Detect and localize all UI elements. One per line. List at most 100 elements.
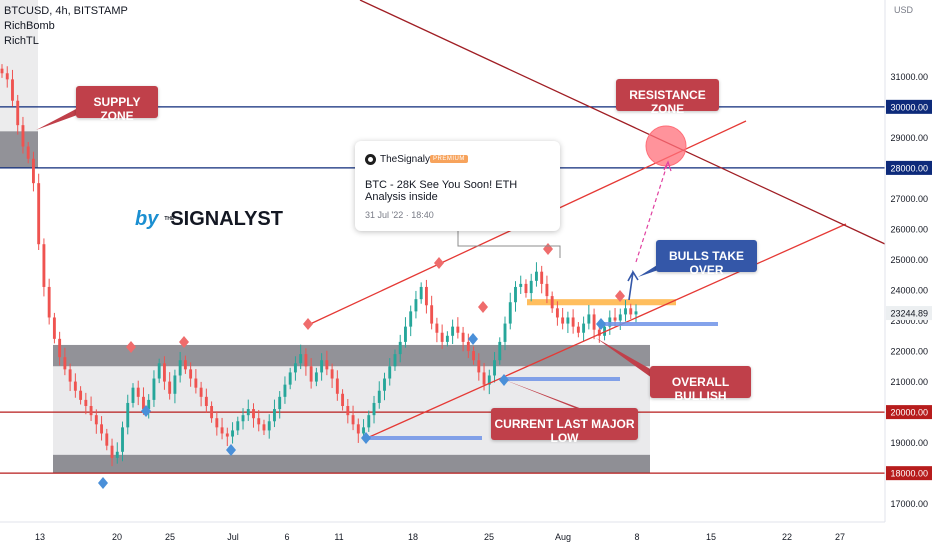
- zone-supply: [0, 131, 38, 168]
- candle-body: [115, 451, 119, 458]
- candle-body: [11, 79, 14, 101]
- candle-body: [404, 326, 407, 342]
- idea-date: 31 Jul '22 · 18:40: [365, 210, 434, 220]
- red-pivot-marker: [615, 290, 625, 302]
- candle-body: [356, 424, 360, 434]
- zone-orange: [527, 299, 676, 306]
- candle-body: [168, 381, 172, 394]
- candle-body: [519, 283, 523, 287]
- red-pivot-marker: [434, 257, 444, 269]
- candle-body: [624, 308, 627, 315]
- red-pivot-marker: [126, 341, 136, 353]
- red-pivot-marker: [303, 318, 313, 330]
- price-tick-label: 18000.00: [890, 469, 928, 479]
- candle-body: [252, 409, 255, 419]
- candle-body: [451, 326, 455, 336]
- candle-body: [482, 372, 486, 385]
- candle-body: [472, 351, 476, 361]
- candle-body: [325, 360, 329, 370]
- candle-body: [314, 372, 318, 382]
- price-level-tag: [886, 160, 932, 175]
- red-pivot-marker: [179, 336, 189, 348]
- candle-body: [566, 317, 570, 324]
- currency-label: USD: [894, 5, 914, 15]
- candle-body: [535, 271, 538, 281]
- candle-body: [136, 387, 140, 397]
- candle-body: [58, 338, 62, 358]
- time-tick-label: 13: [35, 532, 45, 542]
- blue-pivot-marker: [499, 374, 509, 386]
- logo-by: by: [135, 208, 159, 230]
- candle-body: [42, 244, 46, 287]
- last-price-label: 23244.89: [890, 309, 928, 319]
- candle-body: [383, 378, 386, 391]
- candle-body: [21, 125, 25, 147]
- candle-body: [89, 406, 93, 416]
- candle-body: [634, 311, 638, 315]
- zone-gray-lower: [53, 454, 650, 474]
- candle-body: [351, 415, 355, 425]
- red-pivot-marker: [543, 243, 553, 255]
- candle-body: [84, 399, 88, 406]
- candle-body: [157, 363, 161, 379]
- candle-body: [288, 372, 292, 385]
- candle-body: [199, 387, 203, 397]
- current-last-major-low-callout: CURRENT LAST MAJOR LOW: [491, 408, 638, 445]
- author-name[interactable]: TheSignalyst: [380, 154, 438, 165]
- resistance-zone-callout: RESISTANCE ZONE: [616, 79, 719, 116]
- candle-body: [503, 323, 507, 342]
- candle-body: [514, 286, 517, 303]
- idea-title[interactable]: BTC - 28K See You Soon! ETH Analysis ins…: [365, 179, 518, 203]
- candle-body: [273, 409, 276, 422]
- major-low-pointer: [505, 380, 590, 412]
- indicator-richtl[interactable]: RichTL: [4, 35, 39, 47]
- candle-body: [246, 409, 250, 416]
- time-tick-label: 25: [165, 532, 175, 542]
- candle-body: [189, 369, 193, 379]
- candle-body: [466, 341, 470, 352]
- candle-body: [231, 430, 234, 437]
- candle-body: [204, 396, 208, 406]
- candle-body: [461, 332, 465, 342]
- candle-body: [162, 363, 166, 382]
- candle-body: [498, 341, 502, 361]
- candle-body: [283, 384, 287, 397]
- time-tick-label: 18: [408, 532, 418, 542]
- candle-body: [561, 317, 565, 324]
- symbol-label[interactable]: BTCUSD, 4h, BITSTAMP: [4, 5, 128, 17]
- candle-body: [293, 363, 297, 373]
- overall-bullish-callout: OVERALL BULLISH: [650, 366, 751, 403]
- candle-body: [524, 283, 528, 294]
- bulls-take-over-callout: BULLS TAKE OVER: [656, 240, 757, 277]
- price-tick-label: 31000.00: [890, 72, 928, 82]
- price-level-tag: [886, 405, 932, 420]
- candle-body: [210, 406, 214, 419]
- candle-body: [236, 421, 240, 431]
- last-price-tag: [886, 306, 932, 321]
- candle-body: [576, 326, 580, 333]
- candle-body: [142, 396, 145, 410]
- candle-body: [220, 427, 224, 434]
- candle-body: [629, 308, 633, 315]
- logo-the: THE: [164, 216, 175, 223]
- price-tick-label: 19000.00: [890, 438, 928, 448]
- candle-body: [173, 375, 177, 394]
- blue-pivot-marker: [226, 444, 236, 456]
- author-avatar: [365, 154, 376, 165]
- lower-channel-line: [366, 223, 847, 439]
- candle-body: [257, 418, 261, 425]
- price-tick-label: 26000.00: [890, 224, 928, 234]
- time-tick-label: Jul: [227, 532, 239, 542]
- indicator-richbomb[interactable]: RichBomb: [4, 20, 55, 32]
- supply-pointer: [36, 108, 80, 130]
- candle-body: [414, 299, 418, 312]
- candle-body: [587, 314, 591, 324]
- price-axis-bg: [885, 0, 932, 550]
- time-tick-label: 11: [334, 532, 343, 542]
- price-tick-label: 17000.00: [890, 499, 928, 509]
- price-tick-label: 24000.00: [890, 286, 928, 296]
- candle-body: [393, 354, 397, 367]
- idea-card[interactable]: TheSignalyst PREMIUM BTC - 28K See You S…: [355, 141, 560, 231]
- candle-body: [477, 360, 481, 373]
